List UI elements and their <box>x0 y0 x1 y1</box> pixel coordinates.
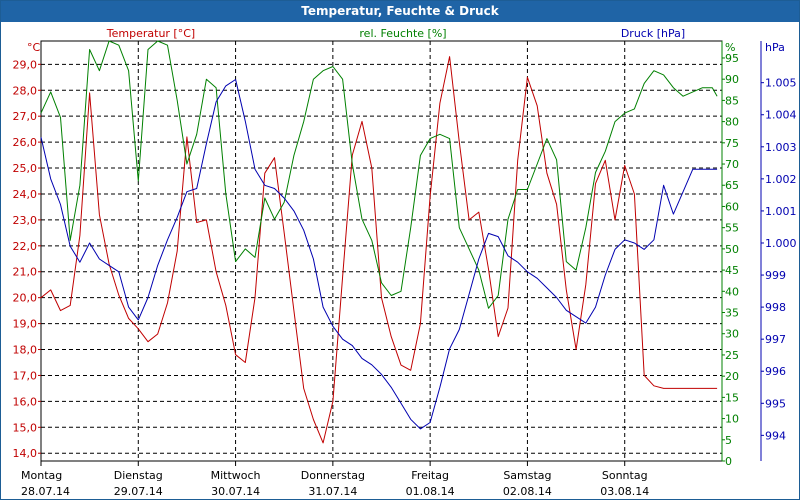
x-date-label: 01.08.14 <box>406 485 455 498</box>
temperature-tick-label: 17,0 <box>13 369 38 382</box>
x-day-label: Sonntag <box>602 469 648 482</box>
humidity-unit: % <box>725 41 735 54</box>
series-lines <box>40 40 718 444</box>
humidity-tick-label: 40 <box>725 285 739 298</box>
humidity-tick-label: 20 <box>725 370 739 383</box>
axis-labels: Montag 28.07.14 Dienstag 29.07.14 Mittwoch 30… <box>13 27 797 498</box>
humidity-tick-label: 95 <box>725 52 739 65</box>
x-day-label: Freitag <box>411 469 449 482</box>
humidity-tick-label: 85 <box>725 94 739 107</box>
x-day-label: Mittwoch <box>211 469 261 482</box>
x-date-label: 02.08.14 <box>503 485 552 498</box>
humidity-tick-label: 70 <box>725 158 739 171</box>
pressure-tick-label: 1.003 <box>765 141 797 154</box>
humidity-tick-label: 30 <box>725 328 739 341</box>
temperature-series-line <box>40 56 718 444</box>
pressure-tick-label: 999 <box>765 269 786 282</box>
temperature-tick-label: 20,0 <box>13 292 38 305</box>
x-day-label: Montag <box>21 469 62 482</box>
pressure-series-line <box>40 79 718 430</box>
chart-title: Temperatur, Feuchte & Druck <box>1 1 799 22</box>
pressure-tick-label: 997 <box>765 333 786 346</box>
temperature-tick-label: 21,0 <box>13 266 38 279</box>
plot-frame <box>40 40 723 462</box>
x-date-label: 30.07.14 <box>211 485 260 498</box>
humidity-tick-label: 25 <box>725 349 739 362</box>
x-day-label: Dienstag <box>114 469 163 482</box>
temperature-tick-label: 25,0 <box>13 162 38 175</box>
humidity-tick-label: 65 <box>725 179 739 192</box>
pressure-tick-label: 998 <box>765 301 786 314</box>
humidity-tick-label: 45 <box>725 264 739 277</box>
temperature-tick-label: 23,0 <box>13 214 38 227</box>
temperature-tick-label: 24,0 <box>13 188 38 201</box>
temperature-tick-label: 27,0 <box>13 110 38 123</box>
pressure-tick-label: 1.004 <box>765 109 797 122</box>
pressure-tick-label: 996 <box>765 365 786 378</box>
humidity-tick-label: 55 <box>725 222 739 235</box>
pressure-tick-label: 995 <box>765 397 786 410</box>
x-date-label: 28.07.14 <box>21 485 70 498</box>
humidity-tick-label: 80 <box>725 116 739 129</box>
temperature-tick-label: 28,0 <box>13 84 38 97</box>
humidity-tick-label: 5 <box>725 434 732 447</box>
humidity-tick-label: 0 <box>725 455 732 468</box>
humidity-tick-label: 10 <box>725 413 739 426</box>
temperature-axis-title: Temperatur [°C] <box>106 27 195 40</box>
pressure-axis-title: Druck [hPa] <box>621 27 685 40</box>
temperature-tick-label: 22,0 <box>13 240 38 253</box>
x-day-label: Samstag <box>503 469 551 482</box>
humidity-tick-label: 60 <box>725 200 739 213</box>
x-date-label: 29.07.14 <box>114 485 163 498</box>
humidity-tick-label: 15 <box>725 391 739 404</box>
temperature-tick-label: 18,0 <box>13 344 38 357</box>
humidity-axis-title: rel. Feuchte [%] <box>359 27 446 40</box>
grid <box>41 41 722 461</box>
pressure-tick-label: 994 <box>765 429 786 442</box>
humidity-tick-label: 75 <box>725 137 739 150</box>
pressure-tick-label: 1.000 <box>765 237 797 250</box>
pressure-unit: hPa <box>765 41 785 54</box>
axes <box>38 40 764 466</box>
x-date-label: 03.08.14 <box>600 485 649 498</box>
x-date-label: 31.07.14 <box>308 485 357 498</box>
humidity-tick-label: 50 <box>725 243 739 256</box>
x-day-label: Donnerstag <box>301 469 365 482</box>
temperature-tick-label: 16,0 <box>13 395 38 408</box>
temperature-tick-label: 15,0 <box>13 421 38 434</box>
temperature-tick-label: 14,0 <box>13 447 38 460</box>
humidity-series-line <box>40 40 718 309</box>
temperature-tick-label: 19,0 <box>13 318 38 331</box>
humidity-tick-label: 35 <box>725 307 739 320</box>
temperature-unit: °C <box>27 41 41 54</box>
pressure-tick-label: 1.002 <box>765 173 797 186</box>
pressure-tick-label: 1.005 <box>765 77 797 90</box>
humidity-tick-label: 90 <box>725 73 739 86</box>
temperature-tick-label: 29,0 <box>13 58 38 71</box>
temperature-tick-label: 26,0 <box>13 136 38 149</box>
pressure-tick-label: 1.001 <box>765 205 797 218</box>
